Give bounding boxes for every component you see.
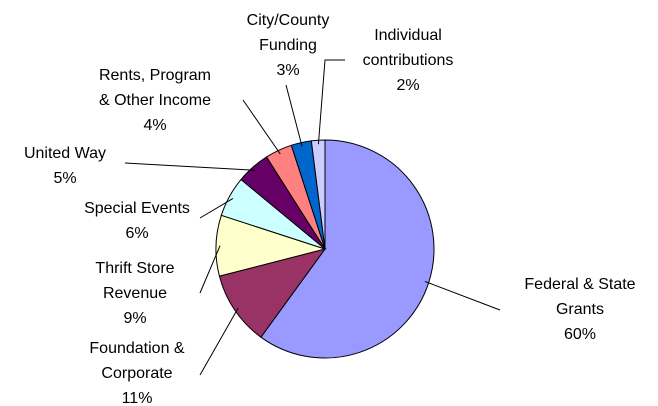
slice-label: United Way 5% <box>24 145 106 187</box>
slice-label: Individual contributions 2% <box>363 27 454 94</box>
value-label: 5% <box>53 170 76 187</box>
leader-line <box>317 59 345 145</box>
leader-line <box>424 280 501 311</box>
category-label: Federal & State Grants <box>524 276 635 318</box>
leader-line <box>199 245 221 294</box>
leader-line <box>242 99 281 155</box>
slice-label: Rents, Program & Other Income 4% <box>99 67 211 134</box>
value-label: 2% <box>396 77 419 94</box>
category-label: Special Events <box>84 200 190 217</box>
value-label: 6% <box>125 225 148 242</box>
leader-line <box>199 197 234 219</box>
leader-line <box>124 162 256 171</box>
leader-line <box>285 84 303 147</box>
value-label: 60% <box>564 326 596 343</box>
value-label: 4% <box>143 117 166 134</box>
slice-label: Federal & State Grants 60% <box>524 276 635 343</box>
category-label: United Way <box>24 145 106 162</box>
category-label: City/County Funding <box>247 12 330 54</box>
category-label: Thrift Store Revenue <box>95 260 174 302</box>
pie-slice <box>310 139 326 250</box>
category-label: Foundation & Corporate <box>89 340 185 382</box>
slice-label: Special Events 6% <box>84 200 190 242</box>
category-label: Rents, Program & Other Income <box>99 67 211 109</box>
pie-slice <box>218 248 327 338</box>
leader-line <box>199 307 239 376</box>
slice-label: City/County Funding 3% <box>247 12 330 79</box>
value-label: 9% <box>123 310 146 327</box>
slice-label: Thrift Store Revenue 9% <box>95 260 174 327</box>
value-label: 11% <box>122 390 153 406</box>
value-label: 3% <box>276 62 299 79</box>
category-label: Individual contributions <box>363 27 454 69</box>
slice-label: Foundation & Corporate 11% <box>89 340 185 406</box>
